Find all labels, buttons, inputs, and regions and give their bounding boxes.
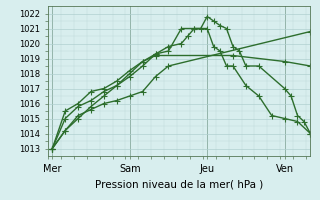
X-axis label: Pression niveau de la mer( hPa ): Pression niveau de la mer( hPa ) [95,179,263,189]
